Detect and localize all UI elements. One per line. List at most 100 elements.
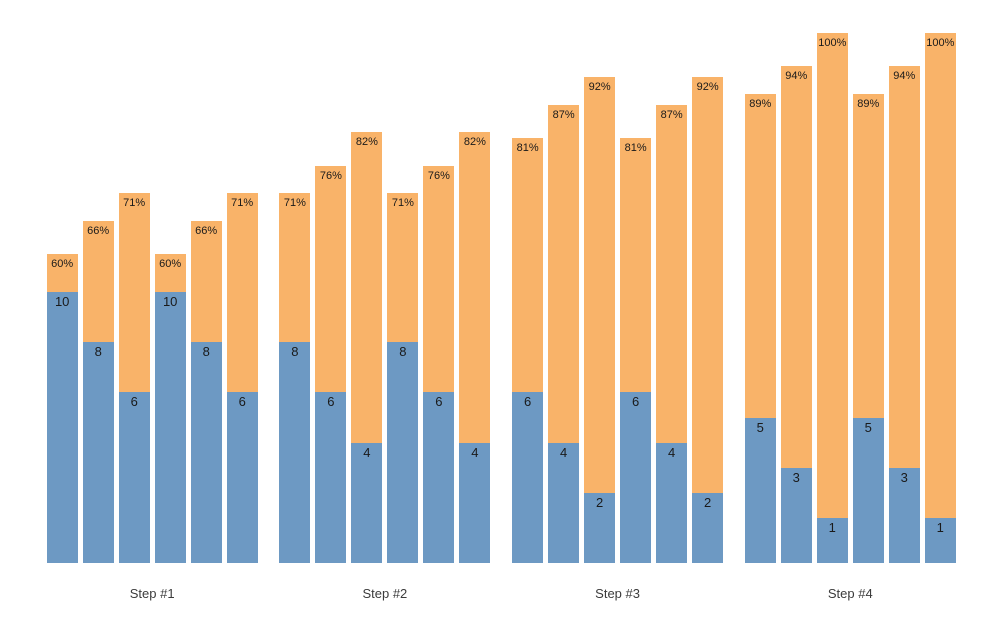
bar: 100% 1 (816, 33, 848, 563)
bar-pct-label: 71% (123, 197, 146, 210)
bar: 66% 8 (82, 220, 114, 563)
bar-bottom-segment: 8 (190, 342, 222, 563)
x-axis-group-label: Step #3 (595, 586, 640, 601)
bar: 87% 4 (548, 104, 580, 563)
bar-bottom-segment: 5 (852, 417, 884, 563)
bar: 82% 4 (459, 132, 491, 563)
x-axis-group-label: Step #2 (362, 586, 408, 601)
bar-bottom-segment: 2 (584, 493, 616, 563)
bar: 94% 3 (780, 66, 812, 563)
bar-pct-label: 71% (283, 197, 306, 210)
bar-pct-label: 71% (391, 197, 414, 210)
bar-pct-label: 87% (552, 108, 575, 121)
bar-count-label: 2 (703, 495, 712, 511)
bar-bottom-segment: 4 (351, 442, 383, 563)
bar-top-segment (584, 77, 616, 563)
bar-count-label: 2 (595, 495, 604, 511)
bar-bottom-segment: 10 (46, 291, 78, 563)
bar: 71% 6 (118, 193, 150, 563)
plot-area: 60% 10 66% 8 71% 6 60% 10 66% 8 71% 6 71% 8 76% 6 82% 4 71… (0, 33, 1000, 563)
bar-bottom-segment: 8 (279, 342, 311, 563)
bar-bottom-segment: 6 (423, 392, 455, 563)
bar-bottom-segment: 10 (154, 291, 186, 563)
bar-count-label: 8 (94, 344, 102, 359)
bar: 89% 5 (852, 93, 884, 563)
bar-count-label: 8 (291, 344, 299, 359)
bar-pct-label: 66% (87, 224, 110, 237)
bar-count-label: 3 (900, 470, 908, 485)
x-axis-group-label: Step #1 (129, 586, 175, 601)
bar-pct-label: 100% (818, 37, 847, 49)
bar: 71% 6 (226, 193, 258, 563)
bar-top-segment (924, 33, 956, 563)
bar-bottom-segment: 6 (118, 392, 150, 563)
bar-count-label: 6 (238, 394, 246, 410)
bar-count-label: 4 (667, 444, 676, 460)
bar-bottom-segment: 2 (692, 493, 724, 563)
bar-pct-label: 100% (926, 37, 955, 49)
bar: 92% 2 (584, 77, 616, 563)
bar-pct-label: 81% (624, 142, 647, 154)
bar-bottom-segment: 3 (780, 468, 812, 563)
bar-bottom-segment: 6 (512, 392, 544, 563)
bar-pct-label: 81% (516, 142, 539, 154)
bar-bottom-segment: 4 (656, 442, 688, 563)
bar-bottom-segment: 8 (387, 342, 419, 563)
bar-top-segment (692, 77, 724, 563)
bar: 81% 6 (512, 138, 544, 563)
bar: 100% 1 (924, 33, 956, 563)
bar-bottom-segment: 1 (816, 518, 848, 563)
bar-count-label: 6 (523, 394, 532, 410)
bar-pct-label: 60% (159, 258, 182, 270)
bar-bottom-segment: 8 (82, 342, 114, 563)
bar-bottom-segment: 1 (924, 518, 956, 563)
bar-count-label: 6 (130, 394, 138, 410)
bar: 87% 4 (656, 104, 688, 563)
bar-bottom-segment: 6 (315, 392, 347, 563)
bar-pct-label: 82% (463, 136, 486, 149)
bar-pct-label: 82% (355, 136, 378, 149)
bar-count-label: 1 (936, 520, 944, 536)
bar-pct-label: 60% (51, 258, 74, 270)
bar-count-label: 8 (202, 344, 210, 359)
bar-count-label: 3 (792, 470, 800, 485)
bar-count-label: 4 (363, 444, 371, 460)
bar: 71% 8 (387, 193, 419, 563)
bar-count-label: 5 (864, 419, 872, 435)
bar-count-label: 10 (162, 293, 178, 309)
bar: 71% 8 (279, 193, 311, 563)
bar-pct-label: 76% (319, 169, 342, 182)
bar-count-label: 4 (559, 444, 568, 460)
bar: 76% 6 (423, 165, 455, 563)
bar: 94% 3 (888, 66, 920, 563)
bar-pct-label: 94% (785, 70, 808, 83)
bar-pct-label: 71% (231, 197, 254, 210)
bar-count-label: 6 (435, 394, 443, 410)
bar-pct-label: 92% (588, 81, 611, 94)
bar: 76% 6 (315, 165, 347, 563)
bar: 60% 10 (46, 254, 78, 563)
bar: 66% 8 (190, 220, 222, 563)
x-axis-group-label: Step #4 (827, 586, 873, 601)
bar-bottom-segment: 6 (620, 392, 652, 563)
bar-pct-label: 89% (857, 97, 880, 110)
bar-pct-label: 76% (427, 169, 450, 182)
bar-count-label: 6 (631, 394, 640, 410)
bar-pct-label: 92% (696, 81, 719, 94)
bar: 60% 10 (154, 254, 186, 563)
bar: 92% 2 (692, 77, 724, 563)
bar-top-segment (816, 33, 848, 563)
bar-count-label: 5 (756, 419, 764, 435)
bar-pct-label: 94% (893, 70, 916, 83)
bar-bottom-segment: 4 (459, 442, 491, 563)
bar-bottom-segment: 3 (888, 468, 920, 563)
bar-bottom-segment: 5 (744, 417, 776, 563)
bar: 82% 4 (351, 132, 383, 563)
bar-bottom-segment: 6 (226, 392, 258, 563)
bar-pct-label: 87% (660, 108, 683, 121)
bar-count-label: 6 (327, 394, 335, 410)
bar-pct-label: 66% (195, 224, 218, 237)
bar: 81% 6 (620, 138, 652, 563)
bar-count-label: 8 (399, 344, 407, 359)
